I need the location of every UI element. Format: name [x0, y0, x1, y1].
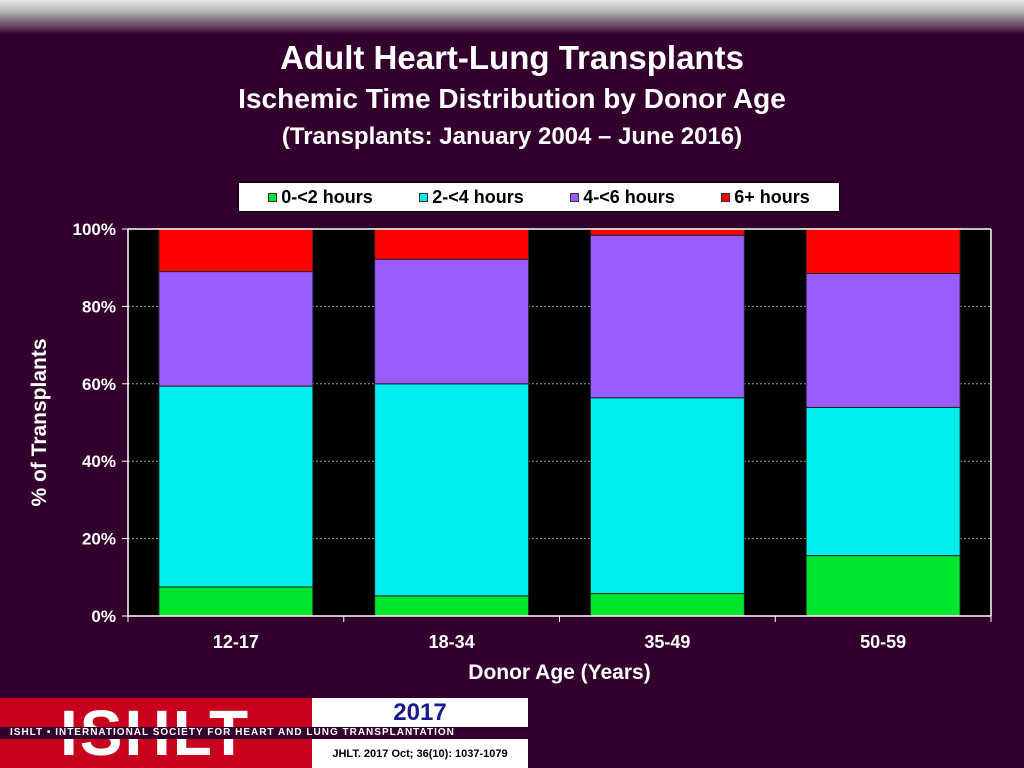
y-tick-label: 100%	[73, 220, 116, 239]
org-name-band: ISHLT • INTERNATIONAL SOCIETY FOR HEART …	[0, 727, 528, 739]
legend-item: 4-<6 hours	[570, 187, 675, 208]
x-tick-label: 35-49	[644, 632, 690, 652]
chart-title: Adult Heart-Lung Transplants	[280, 39, 744, 76]
bar-segment	[374, 595, 530, 617]
legend-label: 6+ hours	[734, 186, 810, 207]
y-tick-label: 60%	[82, 375, 116, 394]
legend-label: 2-<4 hours	[432, 186, 524, 207]
y-tick-label: 20%	[82, 530, 116, 549]
footer-citation: JHLT. 2017 Oct; 36(10): 1037-1079	[332, 748, 508, 760]
bar-segment	[589, 397, 745, 595]
x-tick-label: 12-17	[213, 632, 259, 652]
chart-legend: 0-<2 hours 2-<4 hours 4-<6 hours 6+ hours	[238, 182, 840, 212]
legend-swatch	[268, 192, 278, 202]
bar-segment	[805, 273, 961, 408]
bar-segment	[374, 383, 530, 597]
bar-segment	[158, 228, 314, 273]
legend-item: 6+ hours	[721, 187, 810, 208]
bar-segment	[374, 258, 530, 385]
legend-swatch	[570, 192, 580, 202]
bar-segment	[158, 586, 314, 617]
legend-label: 4-<6 hours	[583, 186, 675, 207]
legend-item: 2-<4 hours	[419, 187, 524, 208]
x-axis-label: Donor Age (Years)	[468, 661, 650, 684]
bar-segment	[589, 593, 745, 617]
legend-item: 0-<2 hours	[268, 187, 373, 208]
title-block: Adult Heart-Lung Transplants Ischemic Ti…	[0, 36, 1024, 156]
bar-segment	[158, 271, 314, 387]
x-tick-label: 18-34	[429, 632, 475, 652]
legend-swatch	[419, 192, 429, 202]
y-tick-label: 0%	[91, 607, 116, 626]
chart-subtitle: Ischemic Time Distribution by Donor Age	[238, 83, 786, 114]
bar-segment	[805, 406, 961, 557]
x-tick-label: 50-59	[860, 632, 906, 652]
bar-segment	[589, 228, 745, 236]
bar-segment	[805, 228, 961, 275]
bar-segment	[805, 555, 961, 617]
bar-segment	[374, 228, 530, 260]
y-axis-label: % of Transplants	[28, 338, 51, 506]
y-tick-label: 80%	[82, 297, 116, 316]
bar-segment	[158, 385, 314, 588]
footer-year: 2017	[393, 699, 447, 726]
top-gradient-bar	[0, 0, 1024, 34]
legend-swatch	[721, 192, 731, 202]
chart-period: (Transplants: January 2004 – June 2016)	[281, 123, 743, 150]
legend-label: 0-<2 hours	[281, 186, 373, 207]
bar-segment	[589, 234, 745, 399]
y-tick-label: 40%	[82, 452, 116, 471]
